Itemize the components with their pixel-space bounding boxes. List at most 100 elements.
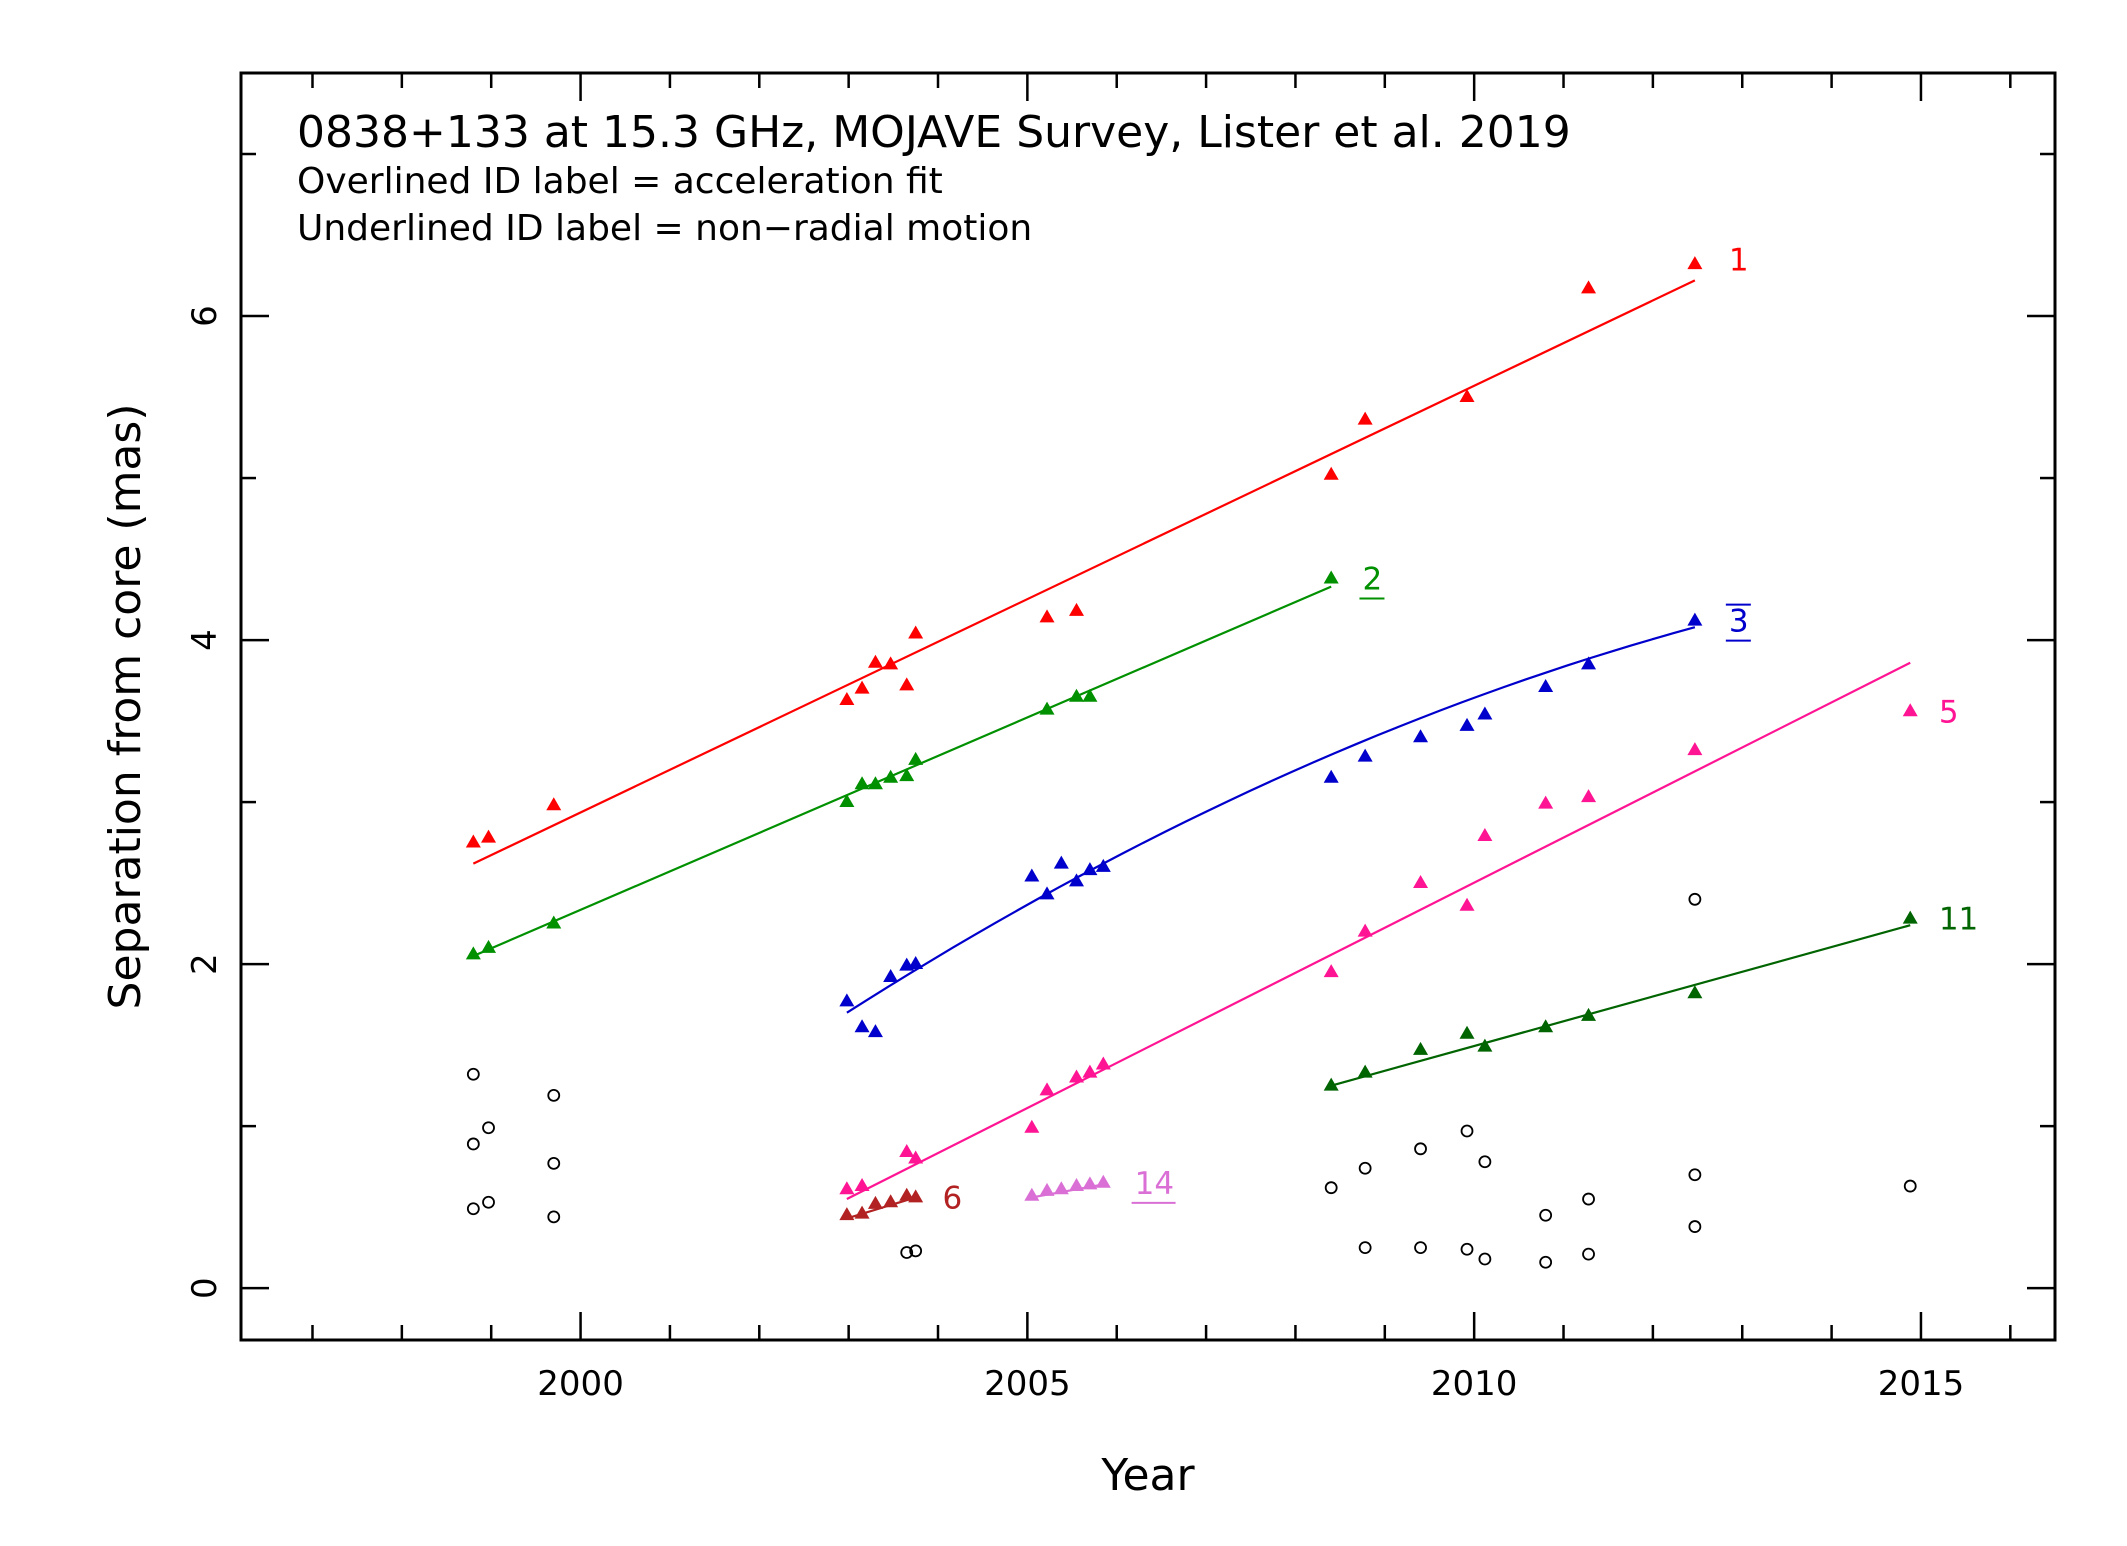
data-point-unidentified xyxy=(1460,1242,1474,1256)
data-point-component-5 xyxy=(1095,1056,1111,1070)
data-point-component-5 xyxy=(1039,1082,1055,1096)
data-point-component-5 xyxy=(1581,789,1597,803)
data-point-component-2 xyxy=(481,939,497,953)
series-label-component-2: 2 xyxy=(1362,562,1382,598)
data-point-component-5 xyxy=(854,1178,870,1192)
data-point-component-1 xyxy=(908,625,924,639)
data-point-component-1 xyxy=(1323,466,1339,480)
data-point-component-14 xyxy=(1039,1182,1055,1196)
data-point-component-1 xyxy=(899,677,915,691)
series-label-component-6: 6 xyxy=(942,1180,962,1216)
data-point-component-3 xyxy=(883,969,899,983)
data-point-component-5 xyxy=(1538,795,1554,809)
x-axis-title: Year xyxy=(1100,1450,1195,1501)
data-point-component-3 xyxy=(908,956,924,970)
data-point-component-11 xyxy=(1357,1064,1373,1078)
data-point-unidentified xyxy=(547,1210,561,1224)
data-point-component-11 xyxy=(1581,1007,1597,1021)
data-point-component-6 xyxy=(839,1207,855,1221)
data-point-unidentified xyxy=(1903,1179,1917,1193)
data-point-component-11 xyxy=(1413,1041,1429,1055)
fit-line-component-2 xyxy=(472,585,1332,958)
data-point-component-11 xyxy=(1538,1019,1554,1033)
fit-line-component-1 xyxy=(472,279,1696,865)
ticks-layer: 2000 2005 2010 2015 0 2 4 6 xyxy=(185,73,2055,1404)
data-point-unidentified xyxy=(1358,1241,1372,1255)
data-point-component-1 xyxy=(1459,388,1475,402)
data-point-component-14 xyxy=(1053,1181,1069,1195)
data-point-component-3 xyxy=(867,1024,883,1038)
series-component-3: 3 xyxy=(839,603,1751,1038)
data-point-component-3 xyxy=(1413,729,1429,743)
data-point-component-5 xyxy=(899,1143,915,1157)
x-tick-label: 2015 xyxy=(1878,1364,1965,1404)
data-point-component-1 xyxy=(883,656,899,670)
y-axis-title: Separation from core (mas) xyxy=(100,404,151,1010)
x-tick-label: 2000 xyxy=(537,1364,624,1404)
chart-subtitle-acceleration: Overlined ID label = acceleration fit xyxy=(297,161,943,202)
chart-subtitle-non-radial: Underlined ID label = non−radial motion xyxy=(297,208,1032,249)
fit-line-component-11 xyxy=(1330,924,1911,1087)
data-point-component-2 xyxy=(867,776,883,790)
data-point-component-14 xyxy=(1024,1187,1040,1201)
data-point-component-6 xyxy=(899,1187,915,1201)
data-point-component-5 xyxy=(1459,897,1475,911)
series-label-component-5: 5 xyxy=(1939,694,1959,730)
data-point-component-5 xyxy=(1024,1119,1040,1133)
data-point-unidentified xyxy=(466,1137,480,1151)
series-layer: 1 2 3 5 6 11 14 xyxy=(465,242,1978,1269)
data-point-component-6 xyxy=(908,1189,924,1203)
series-unidentified xyxy=(466,892,1917,1269)
data-point-unidentified xyxy=(1414,1241,1427,1255)
data-point-component-1 xyxy=(1069,602,1085,616)
data-point-component-2 xyxy=(908,751,924,765)
data-point-component-11 xyxy=(1459,1025,1475,1039)
data-point-component-2 xyxy=(854,776,870,790)
data-point-component-2 xyxy=(839,794,855,808)
data-point-component-1 xyxy=(1581,280,1597,294)
data-point-component-5 xyxy=(839,1181,855,1195)
data-point-unidentified xyxy=(466,1067,480,1081)
data-point-component-2 xyxy=(1323,570,1339,584)
series-component-11: 11 xyxy=(1323,902,1978,1091)
y-tick-label: 4 xyxy=(185,629,225,651)
data-point-component-14 xyxy=(1069,1178,1085,1192)
data-point-component-6 xyxy=(883,1194,899,1208)
data-point-unidentified xyxy=(1582,1247,1595,1261)
data-point-unidentified xyxy=(482,1121,495,1135)
data-point-component-3 xyxy=(854,1019,870,1033)
data-point-component-3 xyxy=(839,993,855,1007)
data-point-component-3 xyxy=(1687,612,1703,626)
data-point-unidentified xyxy=(1478,1155,1492,1169)
data-point-component-1 xyxy=(1357,411,1373,425)
data-point-unidentified xyxy=(1539,1208,1553,1222)
data-point-component-3 xyxy=(1082,862,1098,876)
data-point-component-1 xyxy=(1039,609,1055,623)
data-point-component-3 xyxy=(1024,868,1040,882)
data-point-unidentified xyxy=(1414,1142,1427,1156)
data-point-component-1 xyxy=(1687,256,1703,270)
fit-line-component-3 xyxy=(846,626,1696,1014)
data-point-component-2 xyxy=(1069,688,1085,702)
series-component-6: 6 xyxy=(839,1180,962,1221)
data-point-component-3 xyxy=(1459,717,1475,731)
data-point-unidentified xyxy=(1539,1255,1553,1269)
chart-title: 0838+133 at 15.3 GHz, MOJAVE Survey, Lis… xyxy=(297,107,1571,158)
data-point-component-11 xyxy=(1902,910,1918,924)
y-tick-label: 6 xyxy=(185,305,225,327)
data-point-unidentified xyxy=(900,1246,914,1259)
series-component-1: 1 xyxy=(465,242,1749,865)
series-component-2: 2 xyxy=(465,562,1385,960)
data-point-component-3 xyxy=(1477,706,1493,720)
y-tick-label: 0 xyxy=(185,1277,225,1299)
data-point-component-3 xyxy=(1538,678,1554,692)
series-label-component-11: 11 xyxy=(1939,902,1978,938)
data-point-component-5 xyxy=(908,1150,924,1164)
data-point-component-5 xyxy=(1082,1064,1098,1078)
data-point-unidentified xyxy=(909,1244,923,1258)
data-point-component-5 xyxy=(1069,1069,1085,1083)
data-point-unidentified xyxy=(1460,1124,1474,1138)
series-component-5: 5 xyxy=(839,661,1959,1201)
data-point-unidentified xyxy=(1478,1252,1492,1266)
